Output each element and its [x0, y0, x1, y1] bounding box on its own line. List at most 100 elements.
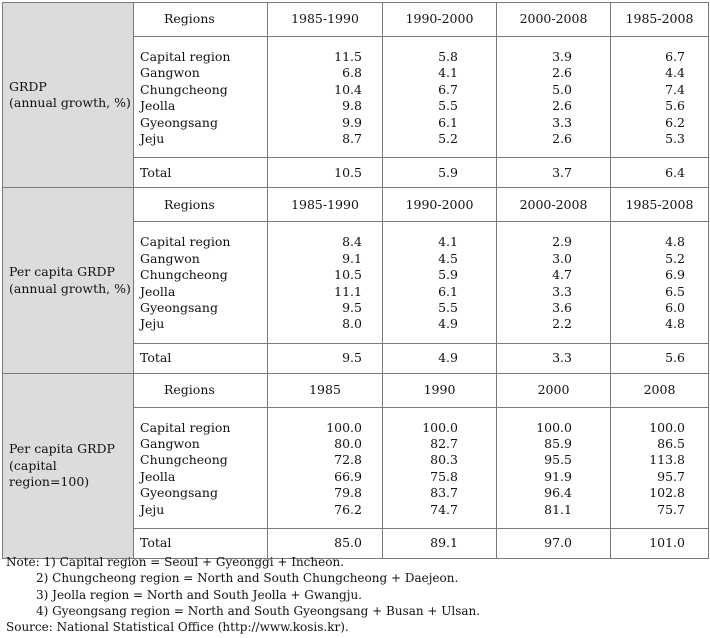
table-value: 5.5	[438, 299, 458, 315]
table-value: 10.5	[334, 267, 362, 283]
column-header-period: 1985-1990	[267, 2, 383, 37]
table-value: 5.9	[438, 267, 458, 283]
value-column-cell: 100.0 80.0 72.8 66.9 79.8 76.2	[267, 406, 383, 530]
total-value-cell: 3.7	[496, 157, 611, 189]
table-value: 4.4	[665, 65, 685, 81]
table-value: 4.1	[438, 234, 458, 250]
section-label: Per capita GRDP (capital region=100)	[2, 372, 134, 560]
region-name: Jeju	[140, 501, 165, 517]
region-name: Gyeongsang	[140, 299, 218, 315]
table-value: 75.7	[657, 501, 685, 517]
table-value: 5.5	[438, 98, 458, 114]
note-line-2: 2) Chungcheong region = North and South …	[36, 571, 459, 586]
table-value: 6.2	[665, 114, 685, 130]
table-value: 6.1	[438, 283, 458, 299]
table-value: 7.4	[665, 81, 685, 97]
table-value: 9.5	[342, 299, 362, 315]
table-value: 8.0	[342, 316, 362, 332]
column-header-period: 2008	[610, 372, 709, 408]
table-value: 2.2	[552, 316, 572, 332]
total-value-cell: 5.9	[382, 157, 497, 189]
value-column-cell: 100.0 82.7 80.3 75.8 83.7 74.7	[382, 406, 497, 530]
total-value-cell: 10.5	[267, 157, 383, 189]
total-value: 89.1	[430, 535, 458, 551]
column-header-period: 1985-1990	[267, 187, 383, 223]
table-value: 6.8	[342, 65, 362, 81]
table-value: 2.6	[552, 65, 572, 81]
total-value: 97.0	[544, 535, 572, 551]
table-value: 3.3	[552, 114, 572, 130]
section-header-row: GRDP (annual growth, %) Regions 1985-1990 19…	[2, 1, 709, 189]
region-name: Jeolla	[140, 98, 176, 114]
table-value: 95.5	[544, 452, 572, 468]
column-header-period: 1990-2000	[382, 187, 497, 223]
table-value: 6.7	[438, 81, 458, 97]
table-value: 9.9	[342, 114, 362, 130]
column-header-regions: Regions	[133, 187, 268, 223]
total-value: 6.4	[665, 164, 685, 180]
section-data-row: Capital region Gangwon Chungcheong Jeolla Gy…	[3, 406, 709, 530]
table-notes: Note: 1) Capital region = Seoul + Gyeong…	[6, 554, 706, 635]
section-label-unit: (annual growth, %)	[9, 280, 131, 296]
total-value: 5.9	[438, 164, 458, 180]
table-value: 11.5	[334, 49, 362, 64]
table-value: 74.7	[430, 501, 458, 517]
table-value: 95.7	[657, 468, 685, 484]
section-header-row: Per capita GRDP (annual growth, %) Regions…	[2, 187, 709, 374]
section-total-row: Total 10.5 5.9 3.7 6.4	[3, 157, 709, 189]
table-value: 86.5	[657, 436, 685, 452]
note-line-3: 3) Jeolla region = North and South Jeoll…	[36, 587, 362, 602]
value-column-cell: 4.8 5.2 6.9 6.5 6.0 4.8	[610, 221, 709, 344]
region-name: Gangwon	[140, 436, 200, 452]
table-value: 5.2	[438, 130, 458, 146]
table-value: 5.0	[552, 81, 572, 97]
value-column-cell: 8.4 9.1 10.5 11.1 9.5 8.0	[267, 221, 383, 344]
total-value: 4.9	[438, 349, 458, 365]
table-value: 75.8	[430, 468, 458, 484]
table-value: 79.8	[334, 485, 362, 501]
total-value: 3.3	[552, 349, 572, 365]
table-value: 83.7	[430, 485, 458, 501]
column-header-period: 1985-2008	[610, 187, 709, 223]
region-names-cell: Capital region Gangwon Chungcheong Jeolla Gy…	[133, 35, 268, 159]
region-name: Gangwon	[140, 250, 200, 266]
table-value: 6.7	[665, 49, 685, 64]
section-header-row: Per capita GRDP (capital region=100) Regio…	[2, 372, 709, 560]
grdp-table: GRDP (annual growth, %) Regions 1985-1990 19…	[2, 1, 709, 560]
section-label: GRDP (annual growth, %)	[2, 1, 134, 189]
column-header-regions: Regions	[133, 372, 268, 408]
table-value: 6.5	[665, 283, 685, 299]
table-value: 5.6	[665, 98, 685, 114]
total-value: 101.0	[649, 535, 685, 551]
region-name: Jeolla	[140, 468, 176, 484]
section-total-row: Total 85.0 89.1 97.0 101.0	[3, 528, 709, 560]
column-header-period: 1985	[267, 372, 383, 408]
table-value: 4.9	[438, 316, 458, 332]
total-value: 9.5	[342, 349, 362, 365]
table-value: 3.0	[552, 250, 572, 266]
table-value: 10.4	[334, 81, 362, 97]
table-value: 6.9	[665, 267, 685, 283]
table-value: 2.6	[552, 98, 572, 114]
region-name: Chungcheong	[140, 267, 228, 283]
table-value: 100.0	[422, 419, 458, 435]
table-value: 3.9	[552, 49, 572, 64]
section-data-row: Capital region Gangwon Chungcheong Jeolla Gy…	[3, 221, 709, 344]
region-names-cell: Capital region Gangwon Chungcheong Jeolla Gy…	[133, 221, 268, 344]
column-header-period: 1985-2008	[610, 2, 709, 37]
table-value: 11.1	[334, 283, 362, 299]
region-name: Chungcheong	[140, 81, 228, 97]
value-column-cell: 11.5 6.8 10.4 9.8 9.9 8.7	[267, 35, 383, 159]
section-label-title: Per capita GRDP	[9, 264, 115, 280]
total-value-cell: 101.0	[610, 528, 709, 560]
table-value: 5.3	[665, 130, 685, 146]
value-column-cell: 100.0 85.9 95.5 91.9 96.4 81.1	[496, 406, 611, 530]
column-header-period: 2000	[496, 372, 611, 408]
total-value: 85.0	[334, 535, 362, 551]
table-value: 96.4	[544, 485, 572, 501]
table-value: 4.1	[438, 65, 458, 81]
table-value: 100.0	[649, 419, 685, 435]
section-label-unit: (annual growth, %)	[9, 95, 131, 111]
table-value: 100.0	[326, 419, 362, 435]
table-value: 91.9	[544, 468, 572, 484]
